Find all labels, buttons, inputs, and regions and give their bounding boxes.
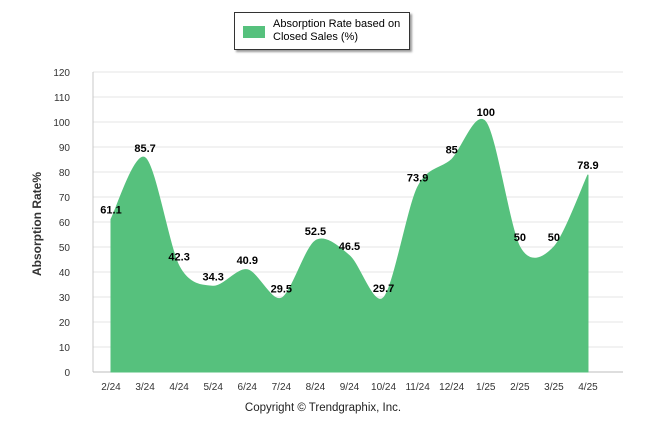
x-tick-label: 10/24 bbox=[371, 382, 396, 393]
y-tick-label: 30 bbox=[59, 293, 71, 304]
y-tick-label: 70 bbox=[59, 193, 71, 204]
data-label: 40.9 bbox=[237, 255, 258, 267]
data-label: 50 bbox=[548, 232, 560, 244]
data-label: 100 bbox=[477, 107, 495, 119]
x-tick-label: 7/24 bbox=[272, 382, 292, 393]
y-axis: 0 10 20 30 40 50 60 70 80 90 100 110 120 bbox=[53, 68, 94, 379]
data-label: 29.7 bbox=[373, 283, 394, 295]
data-label: 78.9 bbox=[577, 160, 598, 172]
x-tick-label: 6/24 bbox=[238, 382, 258, 393]
data-labels: 61.1 85.7 42.3 34.3 40.9 29.5 52.5 46.5 29.7 73.9… bbox=[100, 107, 598, 295]
x-tick-label: 2/25 bbox=[510, 382, 530, 393]
legend-label: Absorption Rate based on Closed Sales (%… bbox=[273, 18, 401, 43]
y-tick-label: 90 bbox=[59, 143, 71, 154]
y-tick-label: 40 bbox=[59, 268, 71, 279]
data-label: 34.3 bbox=[202, 271, 223, 283]
x-tick-label: 9/24 bbox=[340, 382, 360, 393]
x-tick-label: 2/24 bbox=[101, 382, 121, 393]
y-tick-label: 110 bbox=[54, 93, 70, 104]
y-tick-label: 80 bbox=[59, 168, 71, 179]
data-label: 50 bbox=[514, 232, 526, 244]
x-axis: 2/24 3/24 4/24 5/24 6/24 7/24 8/24 9/24 10/24 11/… bbox=[93, 371, 623, 393]
x-tick-label: 11/24 bbox=[405, 382, 430, 393]
x-tick-label: 3/25 bbox=[544, 382, 564, 393]
legend-swatch bbox=[243, 26, 265, 38]
data-label: 73.9 bbox=[407, 172, 428, 184]
data-label: 85.7 bbox=[134, 143, 155, 155]
y-tick-label: 0 bbox=[64, 368, 70, 379]
data-label: 85 bbox=[446, 145, 458, 157]
y-tick-label: 50 bbox=[59, 243, 71, 254]
x-tick-label: 5/24 bbox=[203, 382, 223, 393]
series-area-path bbox=[110, 119, 589, 373]
copyright-text: Copyright © Trendgraphix, Inc. bbox=[244, 402, 402, 414]
chart-legend: Absorption Rate based on Closed Sales (%… bbox=[234, 12, 410, 50]
y-tick-label: 120 bbox=[53, 68, 70, 79]
x-tick-label: 3/24 bbox=[135, 382, 155, 393]
data-label: 52.5 bbox=[305, 226, 326, 238]
data-label: 61.1 bbox=[100, 204, 121, 216]
x-tick-label: 4/25 bbox=[578, 382, 598, 393]
data-label: 42.3 bbox=[168, 251, 189, 263]
x-tick-label: 12/24 bbox=[439, 382, 464, 393]
y-tick-label: 10 bbox=[59, 343, 71, 354]
x-tick-label: 8/24 bbox=[306, 382, 326, 393]
series-area bbox=[110, 119, 589, 373]
x-tick-label: 1/25 bbox=[476, 382, 496, 393]
data-label: 46.5 bbox=[339, 241, 360, 253]
data-label: 29.5 bbox=[271, 283, 292, 295]
x-tick-label: 4/24 bbox=[169, 382, 189, 393]
y-tick-label: 100 bbox=[53, 118, 70, 129]
y-axis-title: Absorption Rate% bbox=[30, 172, 44, 276]
y-tick-label: 60 bbox=[59, 218, 71, 229]
y-tick-label: 20 bbox=[59, 318, 71, 329]
